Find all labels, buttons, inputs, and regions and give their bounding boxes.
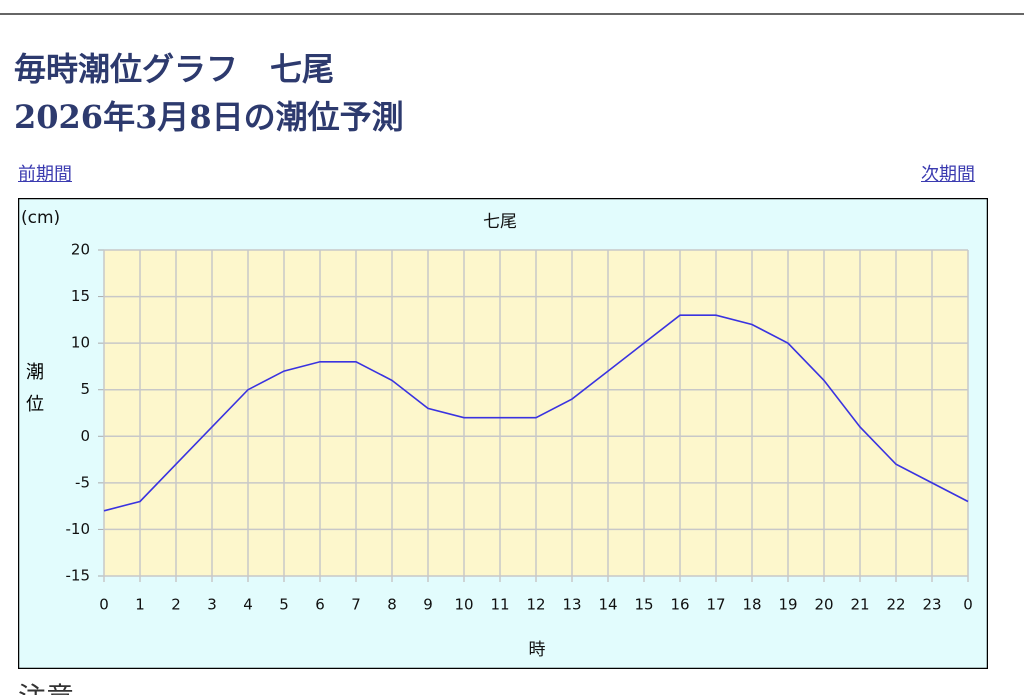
x-tick-label: 13: [562, 596, 581, 614]
tide-line: [103, 314, 969, 512]
next-link[interactable]: 次期間: [921, 164, 975, 185]
x-tick-label: 21: [850, 596, 869, 614]
x-tick-label: 14: [598, 596, 617, 614]
x-tick-label: 3: [207, 596, 217, 614]
x-tick-label: 22: [886, 596, 905, 614]
y-tick-label: 10: [71, 334, 90, 352]
y-tick-label: 0: [80, 427, 90, 445]
y-tick-label: 20: [71, 241, 90, 259]
y-tick-label: -15: [66, 567, 91, 585]
x-tick-label: 4: [243, 596, 253, 614]
x-tick-label: 7: [351, 596, 361, 614]
y-tick-label: 15: [71, 287, 90, 305]
x-tick-label: 5: [279, 596, 289, 614]
x-tick-label: 10: [454, 596, 473, 614]
chart-title: 七尾: [483, 212, 517, 232]
footer-heading: 注意: [18, 676, 74, 695]
prev-link[interactable]: 前期間: [18, 164, 72, 185]
y-tick-label: -5: [75, 473, 90, 491]
x-tick-label: 0: [963, 596, 973, 614]
y-tick-label: 5: [80, 380, 90, 398]
y-axis-label: 潮位: [23, 362, 44, 426]
x-tick-label: 1: [135, 596, 145, 614]
x-tick-label: 0: [99, 596, 109, 614]
x-axis-label: 時: [529, 640, 546, 660]
x-tick-label: 15: [634, 596, 653, 614]
x-tick-label: 20: [814, 596, 833, 614]
x-tick-label: 9: [423, 596, 433, 614]
x-tick-label: 8: [387, 596, 397, 614]
page-title: 毎時潮位グラフ 七尾: [14, 50, 335, 88]
x-tick-label: 12: [526, 596, 545, 614]
x-tick-label: 19: [778, 596, 797, 614]
unit-label: (cm): [21, 208, 60, 228]
x-tick-label: 17: [706, 596, 725, 614]
x-tick-label: 11: [490, 596, 509, 614]
x-tick-label: 23: [922, 596, 941, 614]
y-tick-label: -10: [66, 520, 91, 538]
x-tick-label: 18: [742, 596, 761, 614]
x-tick-label: 6: [315, 596, 325, 614]
top-rule: [0, 13, 1024, 15]
page-subtitle: 2026年3月8日の潮位予測: [14, 98, 404, 136]
x-tick-label: 16: [670, 596, 689, 614]
x-tick-label: 2: [171, 596, 181, 614]
